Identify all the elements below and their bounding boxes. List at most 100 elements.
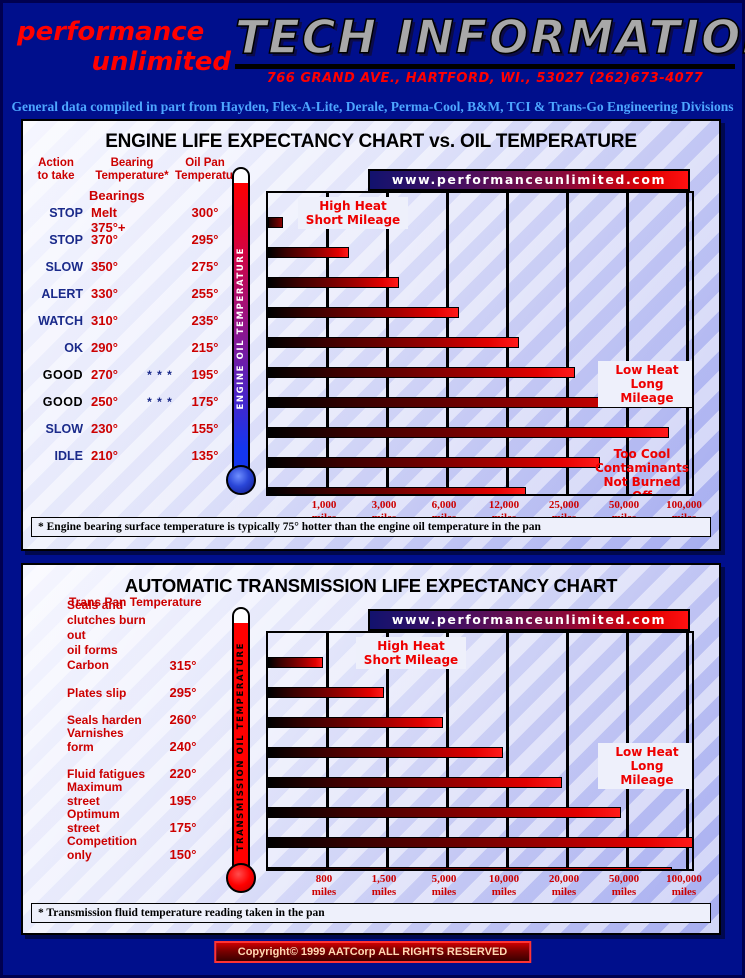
- gridline: [626, 193, 629, 494]
- col-oilpan-header: Oil Pan Temperature: [175, 157, 244, 182]
- row-label: Seals and clutches burn out oil forms Ca…: [67, 598, 146, 672]
- row-action: SLOW: [45, 260, 84, 274]
- row-temp: 260°: [169, 712, 197, 727]
- bar-195: [268, 807, 621, 818]
- row-action: SLOW: [45, 422, 84, 436]
- brand-logo-line1: performance: [17, 17, 205, 47]
- col-bearing-header: Bearing Temperature*: [95, 157, 169, 182]
- transmission-footnote: * Transmission fluid temperature reading…: [31, 903, 711, 923]
- row-label: Optimum street: [67, 807, 120, 835]
- page-header: performance unlimited TECH INFORMATION 7…: [3, 3, 745, 114]
- row-label: Maximum street: [67, 780, 123, 808]
- row-action: STOP: [49, 206, 83, 220]
- row-bearing-temp: 290°: [91, 340, 118, 355]
- bar-195: [268, 397, 692, 408]
- thermometer-label: TRANSMISSION OIL TEMPERATURE: [236, 642, 246, 852]
- callout-low-heat: Low Heat Long Mileage: [598, 743, 692, 789]
- bar-155: [268, 457, 600, 468]
- table-row: IDLE 210° 135°: [23, 448, 235, 475]
- engine-table-body: Bearings STOP Melt 375°+ 300° STOP 370° …: [23, 188, 235, 475]
- brand-logo: performance unlimited: [17, 17, 237, 77]
- bar-240: [268, 747, 503, 758]
- bar-175: [268, 837, 692, 848]
- gridline: [506, 633, 509, 869]
- bar-260: [268, 717, 443, 728]
- bar-220: [268, 777, 562, 788]
- row-action: GOOD: [42, 395, 83, 409]
- table-row: STOP Melt 375°+ 300°: [23, 205, 235, 235]
- table-row: Seals harden 260°: [23, 700, 235, 727]
- page-title: TECH INFORMATION: [234, 10, 745, 64]
- row-oilpan-temp: 295°: [191, 232, 219, 247]
- copyright-badge: Copyright© 1999 AATCorp ALL RIGHTS RESER…: [213, 941, 532, 963]
- trans-pan-header: Trans Pan Temperature: [69, 595, 202, 609]
- engine-chart-panel: ENGINE LIFE EXPECTANCY CHART vs. OIL TEM…: [21, 119, 721, 551]
- row-label: Competition only: [67, 834, 137, 862]
- engine-chart-title: ENGINE LIFE EXPECTANCY CHART vs. OIL TEM…: [105, 131, 637, 152]
- bar-175: [268, 427, 669, 438]
- engine-footnote: * Engine bearing surface temperature is …: [31, 517, 711, 537]
- table-row: GOOD 270° * * * 195°: [23, 367, 235, 394]
- thermometer-bulb: [226, 863, 256, 893]
- x-tick-label: 50,000 miles: [608, 873, 640, 898]
- row-action: ALERT: [41, 287, 83, 301]
- row-oilpan-temp: 175°: [191, 394, 219, 409]
- row-temp: 295°: [169, 685, 197, 700]
- bar-135: [268, 487, 526, 494]
- row-oilpan-temp: 235°: [191, 313, 219, 328]
- row-bearing-temp: Melt 375°+: [91, 205, 126, 235]
- table-row: Maximum street 195°: [23, 780, 235, 808]
- engine-temperature-table: Action to take Bearing Temperature* Oil …: [23, 157, 244, 475]
- row-oilpan-temp: 135°: [191, 448, 219, 463]
- row-oilpan-temp: 195°: [191, 367, 219, 382]
- transmission-bar-plot: High Heat Short Mileage Low Heat Long Mi…: [266, 631, 694, 871]
- row-bearing-temp: 330°: [91, 286, 118, 301]
- thermometer-tube: TRANSMISSION OIL TEMPERATURE: [232, 607, 250, 869]
- col-action-header: Action to take: [37, 157, 75, 182]
- engine-bar-plot: High Heat Short Mileage Low Heat Long Mi…: [266, 191, 694, 496]
- transmission-temperature-table: Trans Pan Temperature Seals and clutches…: [23, 595, 235, 862]
- transmission-oil-thermometer: TRANSMISSION OIL TEMPERATURE: [226, 607, 258, 897]
- callout-high-heat: High Heat Short Mileage: [356, 637, 466, 669]
- table-row: OK 290° 215°: [23, 340, 235, 367]
- website-banner[interactable]: www.performanceunlimited.com: [368, 169, 690, 191]
- thermometer-tube: ENGINE OIL TEMPERATURE: [232, 167, 250, 471]
- x-tick-label: 1,500 miles: [371, 873, 397, 898]
- data-credit-line: General data compiled in part from Hayde…: [11, 99, 734, 114]
- transmission-chart-panel: AUTOMATIC TRANSMISSION LIFE EXPECTANCY C…: [21, 563, 721, 935]
- row-label: Plates slip: [67, 686, 127, 700]
- engine-table-header: Action to take Bearing Temperature* Oil …: [23, 157, 244, 183]
- row-label: Fluid fatigues: [67, 767, 145, 781]
- table-row: Optimum street 175°: [23, 807, 235, 835]
- callout-high-heat: High Heat Short Mileage: [298, 197, 408, 229]
- x-tick-label: 20,000 miles: [548, 873, 580, 898]
- thermometer-fill: [234, 183, 248, 471]
- table-row: Seals and clutches burn out oil forms Ca…: [23, 598, 235, 673]
- x-tick-label: 5,000 miles: [431, 873, 457, 898]
- row-temp: 240°: [169, 739, 197, 754]
- table-row: SLOW 230° 155°: [23, 421, 235, 448]
- row-bearing-temp: 350°: [91, 259, 118, 274]
- row-stars: * * *: [147, 368, 173, 382]
- website-banner[interactable]: www.performanceunlimited.com: [368, 609, 690, 631]
- table-row: STOP 370° 295°: [23, 232, 235, 259]
- row-oilpan-temp: 300°: [191, 205, 219, 220]
- row-oilpan-temp: 255°: [191, 286, 219, 301]
- table-row: WATCH 310° 235°: [23, 313, 235, 340]
- row-bearing-temp: 270°: [91, 367, 118, 382]
- row-temp: 195°: [169, 793, 197, 808]
- table-row: Competition only 150°: [23, 834, 235, 862]
- company-address: 766 GRAND AVE., HARTFORD, WI., 53027 (26…: [266, 71, 704, 86]
- gridline: [686, 193, 689, 494]
- row-action: OK: [64, 341, 83, 355]
- row-temp: 150°: [169, 847, 197, 862]
- thermometer-label: ENGINE OIL TEMPERATURE: [236, 246, 246, 410]
- row-bearing-temp: 230°: [91, 421, 118, 436]
- bar-295: [268, 247, 349, 258]
- row-stars: * * *: [147, 395, 173, 409]
- table-row: ALERT 330° 255°: [23, 286, 235, 313]
- table-row: GOOD 250° * * * 175°: [23, 394, 235, 421]
- row-action: WATCH: [38, 314, 83, 328]
- x-tick-label: 800 miles: [311, 873, 337, 898]
